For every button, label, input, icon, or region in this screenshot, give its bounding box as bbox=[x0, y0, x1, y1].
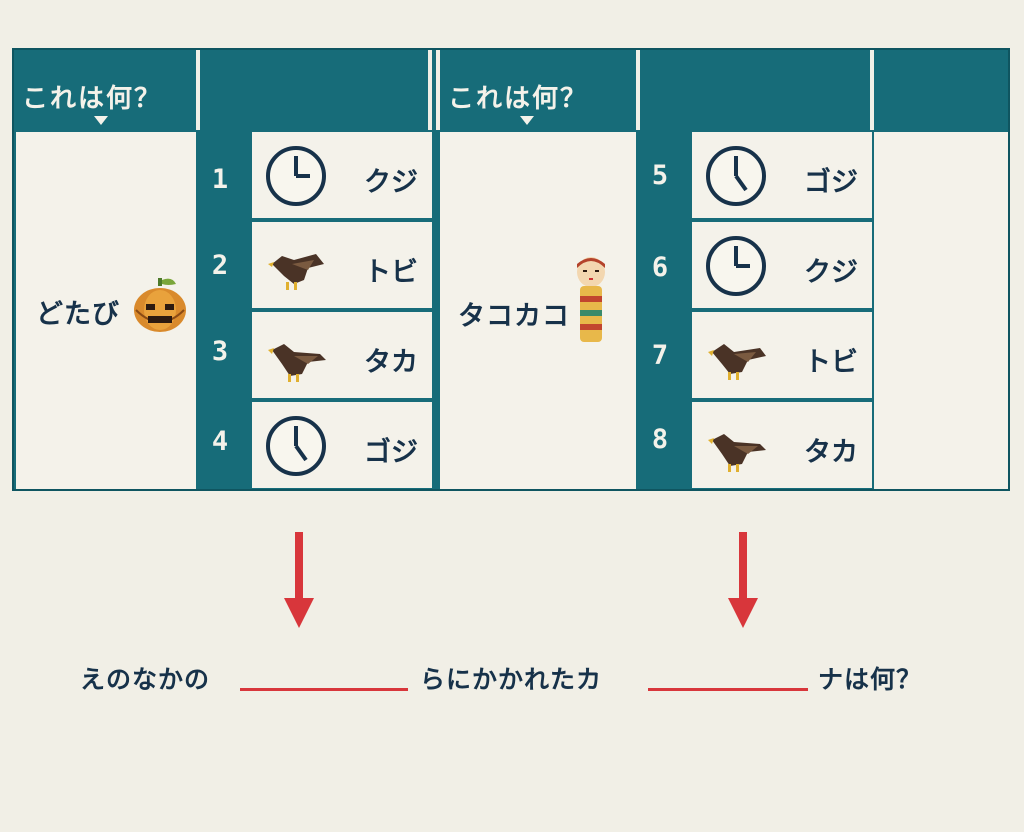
puzzle-board: これは何？ どたび 1 2 3 4 クジ トビ タカ bbox=[12, 48, 1010, 491]
red-arrow-down-icon bbox=[728, 532, 758, 628]
option-number: 8 bbox=[651, 424, 669, 455]
option-4[interactable]: ゴジ bbox=[252, 402, 432, 488]
clock-icon bbox=[266, 146, 326, 206]
option-8[interactable]: タカ bbox=[692, 402, 872, 488]
option-number: 7 bbox=[651, 340, 669, 371]
red-arrow-down-icon bbox=[284, 532, 314, 628]
option-label: トビ bbox=[364, 257, 418, 288]
option-label: トビ bbox=[804, 347, 858, 378]
option-number: 3 bbox=[211, 336, 229, 367]
right-header-text: これは何？ bbox=[448, 84, 589, 114]
left-subject-label: どたび bbox=[36, 299, 120, 330]
option-label: タカ bbox=[804, 437, 858, 468]
right-header: これは何？ bbox=[440, 58, 636, 130]
question-part-1: えのなかの bbox=[80, 665, 211, 694]
left-subject-cell: どたび bbox=[16, 132, 196, 489]
header-divider bbox=[436, 50, 440, 130]
pumpkin-icon bbox=[134, 278, 186, 332]
header-divider bbox=[870, 50, 874, 130]
right-option-column: 5 6 7 8 ゴジ クジ トビ タカ bbox=[640, 132, 872, 489]
clock-icon bbox=[706, 236, 766, 296]
question-part-3: ナは何？ bbox=[818, 665, 923, 694]
right-subject-label: タコカコ bbox=[458, 301, 570, 332]
clock-icon bbox=[266, 416, 326, 476]
clock-icon bbox=[706, 146, 766, 206]
answer-blank-2[interactable] bbox=[648, 688, 808, 691]
down-pointer-icon bbox=[94, 116, 108, 125]
header-divider bbox=[196, 50, 200, 130]
answer-blank-1[interactable] bbox=[240, 688, 408, 691]
option-label: ゴジ bbox=[804, 167, 858, 198]
option-7[interactable]: トビ bbox=[692, 312, 872, 398]
option-number: 5 bbox=[651, 160, 669, 191]
option-number: 4 bbox=[211, 426, 229, 457]
right-subject-cell: タコカコ bbox=[440, 132, 636, 489]
option-2[interactable]: トビ bbox=[252, 222, 432, 308]
option-label: クジ bbox=[804, 257, 858, 288]
header-divider bbox=[428, 50, 432, 130]
bird-icon bbox=[708, 434, 766, 472]
right-empty-cell bbox=[874, 132, 1008, 489]
kokeshi-doll-icon bbox=[577, 257, 605, 342]
option-5[interactable]: ゴジ bbox=[692, 132, 872, 218]
option-6[interactable]: クジ bbox=[692, 222, 872, 308]
option-number: 2 bbox=[211, 250, 229, 281]
bird-icon bbox=[268, 254, 324, 290]
bird-icon bbox=[708, 344, 766, 380]
down-pointer-icon bbox=[520, 116, 534, 125]
header-divider bbox=[636, 50, 640, 130]
left-header-text: これは何？ bbox=[22, 84, 163, 114]
option-label: クジ bbox=[364, 167, 418, 198]
left-option-column: 1 2 3 4 クジ トビ タカ ゴジ bbox=[200, 132, 432, 489]
option-label: ゴジ bbox=[364, 437, 418, 468]
option-label: タカ bbox=[364, 347, 418, 378]
option-number: 6 bbox=[651, 252, 669, 283]
option-3[interactable]: タカ bbox=[252, 312, 432, 398]
bird-icon bbox=[268, 344, 326, 382]
left-header: これは何？ bbox=[14, 58, 196, 130]
question-part-2: らにかかれたカ bbox=[420, 665, 603, 694]
option-1[interactable]: クジ bbox=[252, 132, 432, 218]
option-number: 1 bbox=[211, 164, 229, 195]
